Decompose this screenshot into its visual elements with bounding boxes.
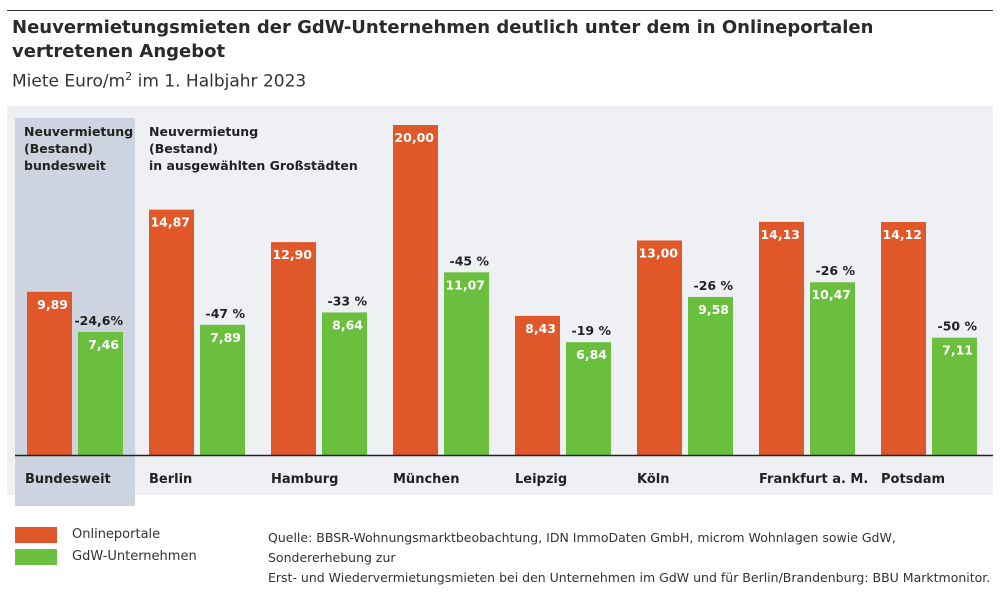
bar-onlineportale	[27, 291, 72, 455]
bar-gdw	[200, 324, 245, 455]
subtitle-superscript: 2	[125, 70, 133, 83]
note-line: in ausgewählten Großstädten	[149, 158, 358, 173]
value-label: 7,11	[942, 343, 973, 358]
note-line: Neuvermietung	[149, 124, 259, 139]
difference-label: -24,6%	[74, 313, 123, 328]
value-label: 9,89	[37, 297, 68, 312]
value-label: 7,89	[210, 330, 241, 345]
bar-gdw	[322, 312, 367, 455]
value-label: 8,64	[332, 317, 363, 332]
bar-onlineportale	[393, 125, 438, 455]
bar-onlineportale	[149, 209, 194, 455]
chart-subtitle: Miete Euro/m2 im 1. Halbjahr 2023	[12, 66, 306, 93]
value-label: 14,13	[760, 227, 800, 242]
value-label: 14,12	[882, 227, 922, 242]
bar-onlineportale	[759, 221, 804, 455]
bar-onlineportale	[637, 240, 682, 455]
note-line: (Bestand)	[149, 141, 219, 156]
note-line: (Bestand)	[24, 141, 94, 156]
difference-label: -19 %	[572, 323, 612, 338]
value-label: 10,47	[811, 287, 851, 302]
value-label: 14,87	[150, 215, 190, 230]
value-label: 11,07	[445, 277, 485, 292]
subtitle-text-end: im 1. Halbjahr 2023	[132, 71, 307, 92]
value-label: 20,00	[394, 130, 434, 145]
note-cities: Neuvermietung (Bestand) in ausgewählten …	[149, 123, 358, 174]
bar-gdw	[444, 272, 489, 455]
top-rule	[7, 10, 993, 11]
source-line: Erst- und Wiedervermietungsmieten bei de…	[268, 570, 991, 585]
subtitle-text: Miete Euro/m	[12, 71, 126, 92]
bar-gdw	[78, 331, 123, 455]
value-label: 7,46	[88, 337, 119, 352]
bar-gdw	[688, 296, 733, 455]
bar-gdw	[810, 282, 855, 455]
source-note: Quelle: BBSR-Wohnungsmarktbeobachtung, I…	[268, 528, 998, 588]
chart-title: Neuvermietungsmieten der GdW-Unternehmen…	[12, 17, 874, 62]
bar-gdw	[566, 342, 611, 455]
difference-label: -26 %	[694, 278, 734, 293]
category-label: Hamburg	[271, 472, 338, 487]
category-label: Berlin	[149, 472, 192, 487]
difference-label: -50 %	[938, 319, 978, 334]
category-label: Frankfurt a. M.	[759, 472, 868, 487]
legend-swatch-gdw	[15, 549, 57, 565]
difference-label: -45 %	[450, 253, 490, 268]
category-label: Leipzig	[515, 472, 567, 487]
category-label: München	[393, 472, 459, 487]
difference-label: -47 %	[206, 306, 246, 321]
source-line: Quelle: BBSR-Wohnungsmarktbeobachtung, I…	[268, 530, 896, 565]
bar-gdw	[932, 337, 977, 455]
category-label: Potsdam	[881, 472, 945, 487]
value-label: 13,00	[638, 246, 678, 261]
legend-swatch-onlineportale	[15, 527, 57, 543]
value-label: 9,58	[698, 302, 729, 317]
value-label: 12,90	[272, 247, 312, 262]
bar-onlineportale	[515, 315, 560, 455]
bar-onlineportale	[271, 242, 316, 455]
value-label: 6,84	[576, 347, 607, 362]
difference-label: -33 %	[328, 293, 368, 308]
note-national: Neuvermietung (Bestand) bundesweit	[24, 123, 133, 174]
note-line: bundesweit	[24, 158, 106, 173]
value-label: 8,43	[525, 321, 556, 336]
legend-label-onlineportale: Onlineportale	[72, 527, 161, 542]
category-label: Köln	[637, 472, 670, 487]
category-label: Bundesweit	[25, 472, 111, 487]
legend-label-gdw: GdW-Unternehmen	[72, 549, 197, 564]
difference-label: -26 %	[816, 263, 856, 278]
note-line: Neuvermietung	[24, 124, 134, 139]
bar-onlineportale	[881, 222, 926, 455]
